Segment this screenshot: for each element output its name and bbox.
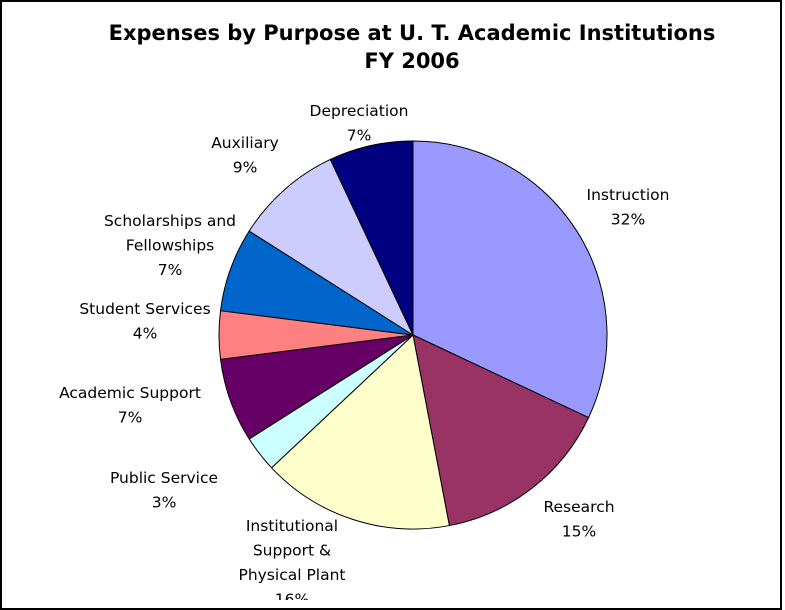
chart-subtitle: FY 2006 [364, 49, 459, 73]
pie-slice-instruction [412, 140, 608, 419]
pie-slices [218, 140, 608, 530]
slice-label-instruction: Instruction 32% [587, 186, 670, 229]
slice-label-academic-support: Academic Support 7% [59, 384, 201, 427]
slice-percent: 16% [275, 591, 309, 601]
slice-percent: 3% [152, 494, 177, 512]
slice-name-line: Institutional [246, 517, 338, 535]
slice-percent: 7% [347, 127, 372, 145]
chart-title: Expenses by Purpose at U. T. Academic In… [109, 21, 716, 45]
pie-slice-institutional-support-physical-plant [270, 334, 450, 530]
pie-slice-auxiliary [248, 158, 415, 337]
slice-label-institutional-support-physical-plant: Institutional Support & Physical Plant 16% [238, 517, 345, 600]
slice-name-line: Fellowships [126, 237, 215, 255]
slice-name-line: Public Service [110, 469, 218, 487]
slice-name-line: Academic Support [59, 384, 201, 402]
slice-label-auxiliary: Auxiliary 9% [211, 134, 279, 177]
slice-percent: 32% [611, 211, 645, 229]
slice-name-line: Support & [253, 542, 331, 560]
slice-name-line: Depreciation [310, 102, 409, 120]
slice-label-scholarships-and-fellowships: Scholarships and Fellowships 7% [104, 212, 236, 279]
slice-percent: 7% [158, 261, 183, 279]
slice-label-public-service: Public Service 3% [110, 469, 218, 512]
slice-percent: 9% [233, 159, 258, 177]
slice-name-line: Student Services [79, 300, 210, 318]
slice-label-research: Research 15% [543, 498, 614, 541]
pie-slice-depreciation [329, 140, 414, 336]
slice-name-line: Instruction [587, 186, 670, 204]
slice-percent: 15% [562, 523, 596, 541]
slice-percent: 4% [133, 325, 158, 343]
slice-name-line: Scholarships and [104, 212, 236, 230]
slice-name-line: Auxiliary [211, 134, 279, 152]
slice-name-line: Research [543, 498, 614, 516]
slice-labels: Instruction 32% Research 15% Institutional Su… [59, 102, 669, 600]
slice-label-student-services: Student Services 4% [79, 300, 210, 343]
slice-name-line: Physical Plant [238, 566, 345, 584]
slice-label-depreciation: Depreciation 7% [310, 102, 409, 145]
pie-slice-research [412, 334, 590, 527]
slice-percent: 7% [118, 409, 143, 427]
